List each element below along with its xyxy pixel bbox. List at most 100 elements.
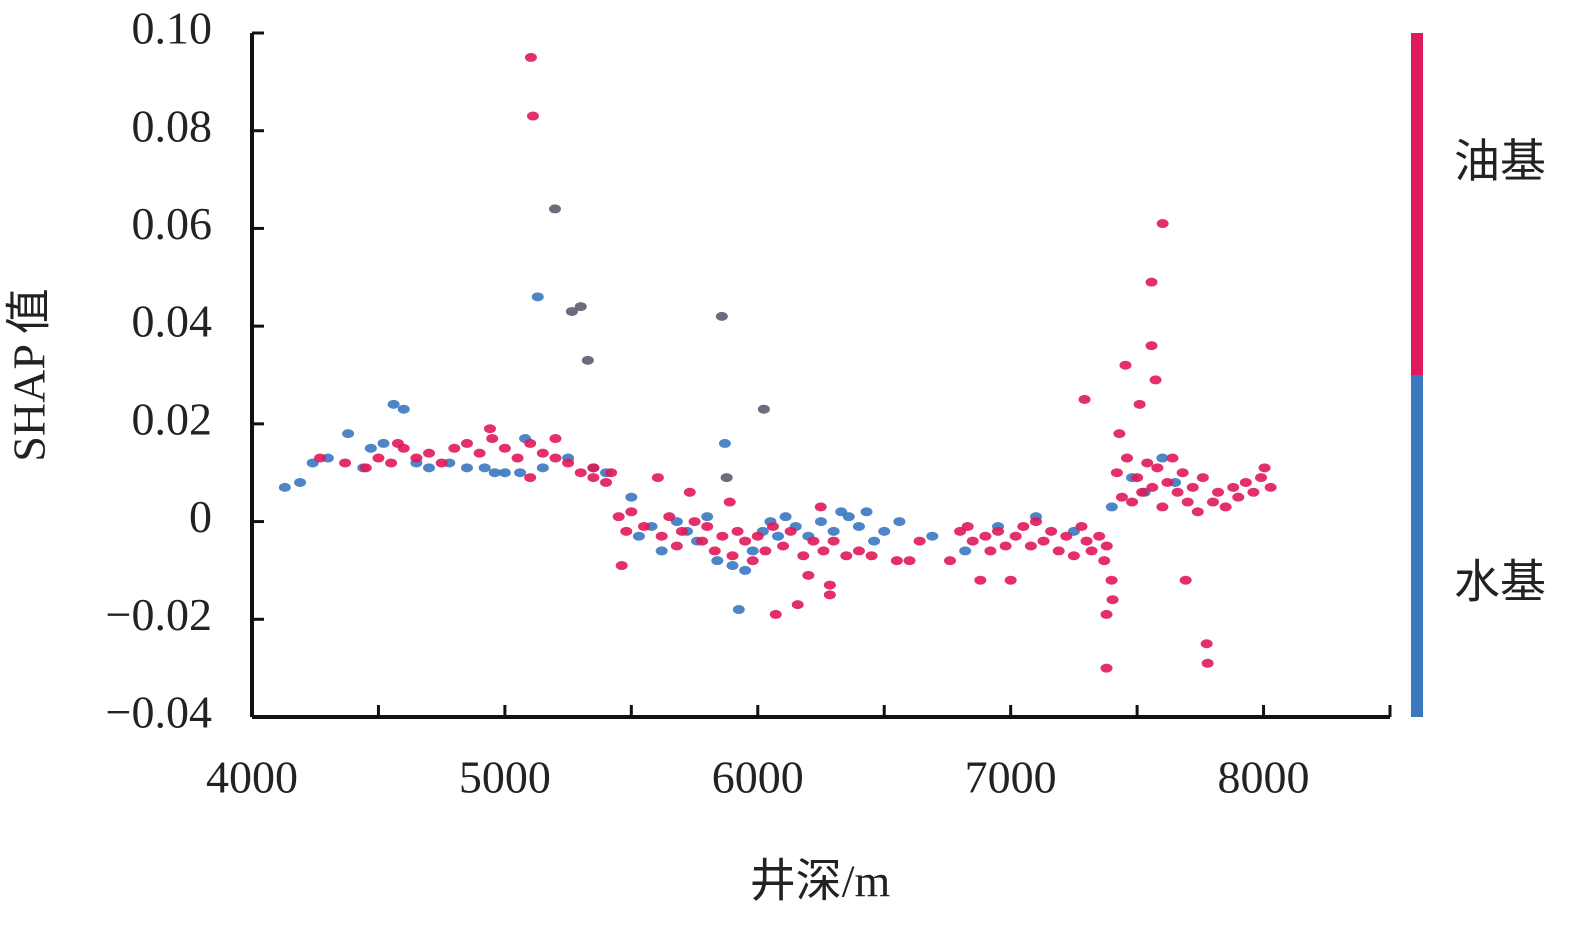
point — [1078, 394, 1091, 404]
point — [1100, 663, 1113, 673]
point — [1156, 502, 1169, 512]
point — [1176, 468, 1189, 478]
point — [397, 404, 410, 414]
point — [1196, 473, 1209, 483]
point — [339, 458, 352, 468]
point — [1120, 453, 1133, 463]
point — [852, 521, 865, 531]
point — [1146, 482, 1159, 492]
point — [893, 517, 906, 527]
point — [865, 551, 878, 561]
point — [423, 448, 436, 458]
point — [890, 556, 903, 566]
point — [759, 546, 772, 556]
point — [278, 482, 291, 492]
point — [435, 458, 448, 468]
point — [1119, 360, 1132, 370]
point — [364, 443, 377, 453]
x-tick-label: 7000 — [965, 752, 1057, 803]
y-tick-label: −0.04 — [106, 687, 212, 738]
point — [961, 521, 974, 531]
point — [536, 448, 549, 458]
point — [1113, 429, 1126, 439]
y-tick-label: 0.02 — [132, 393, 213, 444]
point — [625, 492, 638, 502]
point — [1156, 219, 1169, 229]
point — [385, 458, 398, 468]
point — [372, 453, 385, 463]
point — [823, 580, 836, 590]
point — [814, 502, 827, 512]
point — [581, 355, 594, 365]
point — [746, 556, 759, 566]
point — [294, 477, 307, 487]
y-axis-title: SHAP 值 — [4, 288, 55, 461]
point — [478, 463, 491, 473]
point — [1151, 463, 1164, 473]
point — [473, 448, 486, 458]
point — [718, 438, 731, 448]
point — [1115, 492, 1128, 502]
point — [1156, 453, 1169, 463]
point — [683, 487, 696, 497]
point — [1166, 453, 1179, 463]
point — [460, 463, 473, 473]
point — [1247, 487, 1260, 497]
y-tick-label: 0 — [189, 491, 212, 542]
point — [625, 507, 638, 517]
point — [802, 570, 815, 580]
point — [1085, 546, 1098, 556]
point — [342, 429, 355, 439]
point — [784, 526, 797, 536]
point — [817, 546, 830, 556]
point — [842, 512, 855, 522]
point — [670, 541, 683, 551]
point — [999, 541, 1012, 551]
point — [524, 52, 537, 62]
point — [651, 473, 664, 483]
point — [1133, 399, 1146, 409]
point — [314, 453, 327, 463]
point — [868, 536, 881, 546]
point — [514, 468, 527, 478]
point — [739, 565, 752, 575]
point — [1105, 502, 1118, 512]
point — [387, 399, 400, 409]
point — [1171, 487, 1184, 497]
point — [878, 526, 891, 536]
x-axis-title: 井深/m — [750, 856, 891, 907]
point — [483, 424, 496, 434]
point — [1045, 526, 1058, 536]
point — [549, 453, 562, 463]
point — [943, 556, 956, 566]
point — [726, 561, 739, 571]
point — [391, 438, 404, 448]
x-tick-label: 8000 — [1218, 752, 1310, 803]
point — [1093, 531, 1106, 541]
point — [726, 551, 739, 561]
point — [1206, 497, 1219, 507]
point — [1232, 492, 1245, 502]
point — [769, 609, 782, 619]
point — [605, 468, 618, 478]
point — [751, 531, 764, 541]
point — [549, 434, 562, 444]
point — [708, 546, 721, 556]
point — [562, 458, 575, 468]
point — [913, 536, 926, 546]
point — [807, 536, 820, 546]
point — [488, 468, 501, 478]
y-tick-label: 0.10 — [132, 3, 213, 54]
point — [1239, 477, 1252, 487]
point — [1004, 575, 1017, 585]
point — [992, 526, 1005, 536]
point — [746, 546, 759, 556]
point — [1186, 482, 1199, 492]
point — [1219, 502, 1232, 512]
point — [715, 311, 728, 321]
point — [732, 605, 745, 615]
point — [1149, 375, 1162, 385]
point — [486, 434, 499, 444]
point — [815, 517, 827, 527]
